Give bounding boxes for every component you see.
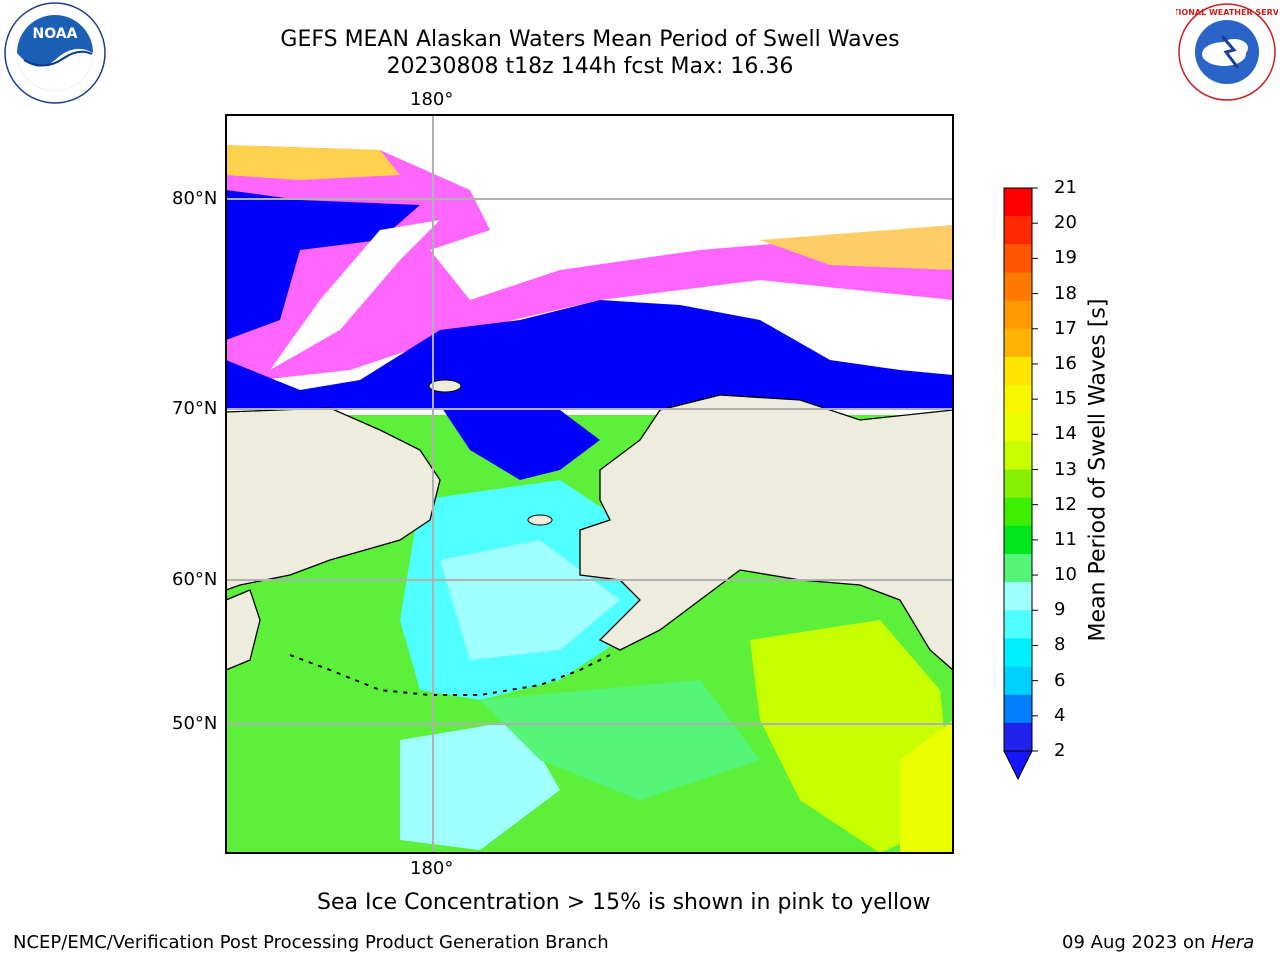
colorbar-tick-label: 9: [1054, 599, 1066, 621]
pacific-cyan: [400, 720, 560, 850]
colorbar: [1003, 187, 1038, 781]
arctic-white-lens: [270, 220, 440, 370]
colorbar-tick-label: 2: [1054, 740, 1066, 761]
pacific-green: [480, 680, 760, 800]
colorbar-segment: [1004, 300, 1032, 330]
colorbar-segment: [1004, 610, 1032, 639]
colorbar-segment: [1004, 385, 1032, 414]
footer-host: Hera: [1211, 932, 1255, 953]
colorbar-label: Mean Period of Swell Waves [s]: [1085, 298, 1111, 642]
st-lawrence-island: [527, 514, 553, 526]
colorbar-segment: [1004, 272, 1032, 302]
map-frame: [225, 114, 954, 854]
colorbar-tick-label: 13: [1054, 458, 1077, 480]
colorbar-extend-triangle: [1003, 750, 1033, 781]
land-kamchatka: [226, 589, 261, 671]
colorbar-segment: [1004, 525, 1032, 555]
arctic-blue-main: [226, 300, 953, 410]
colorbar-segment: [1004, 666, 1032, 696]
aleutian-chain: [289, 654, 611, 696]
colorbar-tick-label: 17: [1054, 317, 1077, 339]
colorbar-segment: [1004, 638, 1032, 668]
colorbar-segment: [1004, 244, 1032, 273]
lon-label-bottom: 180°: [410, 858, 454, 879]
land-alaska: [579, 394, 953, 671]
wrangel-island: [428, 379, 462, 393]
colorbar-segment: [1004, 356, 1032, 386]
colorbar-segment: [1004, 582, 1032, 611]
se-yellow: [900, 720, 953, 853]
lon-label-top: 180°: [410, 89, 454, 110]
lat-label-50n: 50°N: [172, 713, 218, 734]
svg-text:NATIONAL WEATHER SERVICE: NATIONAL WEATHER SERVICE: [1176, 8, 1278, 17]
colorbar-tick-label: 21: [1054, 177, 1077, 198]
footer-right: 09 Aug 2023 on Hera: [1062, 932, 1254, 953]
sea-ice-band: [226, 145, 953, 380]
chart-title: GEFS MEAN Alaskan Waters Mean Period of …: [280, 27, 900, 52]
svg-text:NOAA: NOAA: [33, 26, 78, 42]
colorbar-segment: [1004, 441, 1032, 470]
colorbar-tick-label: 18: [1054, 282, 1077, 304]
nws-logo: NATIONAL WEATHER SERVICE: [1176, 3, 1278, 101]
land-siberia: [226, 407, 441, 591]
colorbar-tick-label: 10: [1054, 564, 1077, 586]
footer-date: 09 Aug 2023 on: [1062, 932, 1206, 953]
colorbar-tick-label: 14: [1054, 423, 1077, 445]
sea-ice-note: Sea Ice Concentration > 15% is shown in …: [317, 890, 931, 915]
colorbar-tick-label: 4: [1054, 704, 1066, 726]
colorbar-segment: [1004, 694, 1032, 724]
chart-subtitle: 20230808 t18z 144h fcst Max: 16.36: [386, 54, 794, 79]
colorbar-segment: [1004, 497, 1032, 527]
colorbar-tick-label: 6: [1054, 669, 1066, 691]
colorbar-tick-label: 16: [1054, 352, 1077, 374]
colorbar-segment: [1004, 413, 1032, 442]
bering-lightcyan: [440, 540, 620, 660]
sea-ice-yellow-east: [760, 225, 953, 270]
colorbar-tick-label: 19: [1054, 247, 1077, 269]
colorbar-segment: [1004, 722, 1032, 752]
colorbar-segment: [1004, 328, 1032, 358]
lat-label-70n: 70°N: [172, 398, 218, 419]
noaa-logo: NOAA: [4, 2, 106, 104]
lat-label-60n: 60°N: [172, 569, 218, 590]
arctic-blue: [226, 190, 420, 340]
colorbar-segment: [1004, 216, 1032, 245]
lat-label-80n: 80°N: [172, 188, 218, 209]
colorbar-tick-label: 12: [1054, 493, 1077, 515]
chukchi-blue: [440, 405, 600, 480]
colorbar-tick-label: 15: [1054, 388, 1077, 410]
colorbar-tick-label: 8: [1054, 634, 1066, 656]
sea-ice-yellow: [226, 145, 400, 180]
colorbar-segment: [1004, 553, 1032, 583]
colorbar-tick-label: 20: [1054, 212, 1077, 234]
colorbar-segment: [1004, 188, 1032, 217]
footer-left: NCEP/EMC/Verification Post Processing Pr…: [13, 932, 609, 953]
colorbar-tick-label: 11: [1054, 528, 1077, 550]
colorbar-segment: [1004, 469, 1032, 499]
